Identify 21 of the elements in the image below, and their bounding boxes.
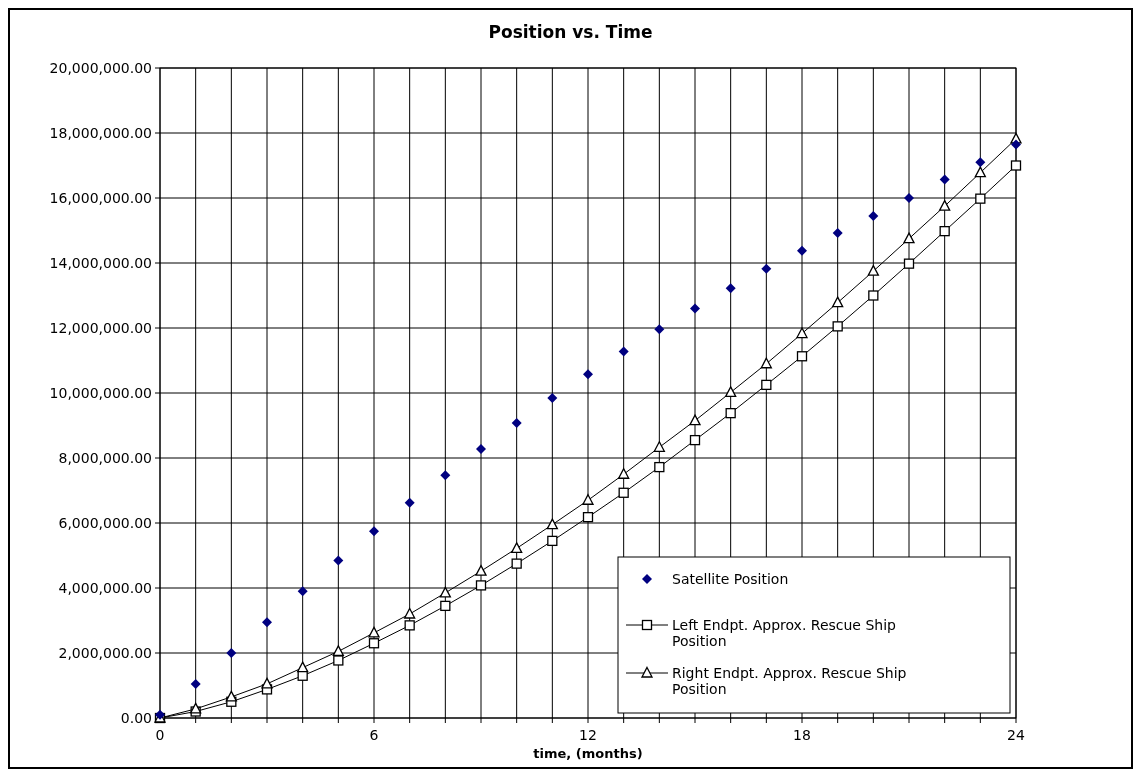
x-tick-label: 0 [155, 727, 165, 743]
y-tick-label: 12,000,000.00 [49, 319, 152, 336]
x-tick-label: 12 [579, 727, 597, 743]
x-tick-label: 24 [1007, 727, 1025, 743]
y-tick-label: 4,000,000.00 [58, 579, 152, 596]
y-tick-label: 14,000,000.00 [49, 254, 152, 271]
y-tick-label: 10,000,000.00 [49, 384, 152, 401]
y-tick-label: 0.00 [120, 709, 152, 726]
y-tick-label: 6,000,000.00 [58, 514, 152, 531]
x-axis-title: time, (months) [533, 746, 643, 761]
y-tick-label: 8,000,000.00 [58, 449, 152, 466]
legend-label: Left Endpt. Approx. Rescue Ship Position [672, 616, 897, 649]
x-tick-label: 18 [793, 727, 811, 743]
chart-title: Position vs. Time [488, 22, 653, 42]
legend-label: Satellite Position [672, 570, 789, 587]
y-tick-label: 16,000,000.00 [49, 189, 152, 206]
y-tick-label: 18,000,000.00 [49, 124, 152, 141]
legend-label: Right Endpt. Approx. Rescue Ship Position [672, 664, 907, 697]
x-tick-label: 6 [369, 727, 379, 743]
y-tick-label: 20,000,000.00 [49, 59, 152, 76]
y-tick-label: 2,000,000.00 [58, 644, 152, 661]
